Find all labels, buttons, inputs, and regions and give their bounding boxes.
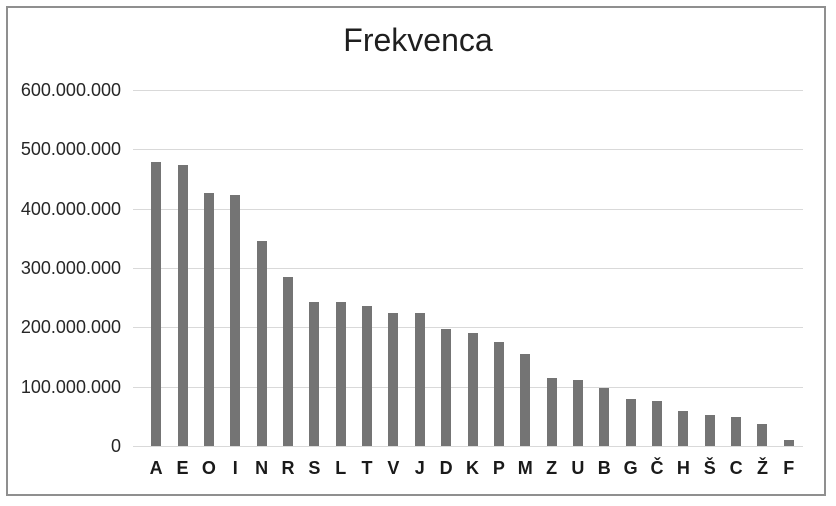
bar-H [678,410,689,446]
gridline [133,327,803,329]
x-tick-label-K: K [465,458,479,478]
x-tick-label-Č: Č [650,458,664,478]
chart-title: Frekvenca [343,22,493,58]
x-tick-label-M: M [517,458,533,478]
x-tick-label-B: B [597,458,611,478]
y-tick-label: 100.000.000 [20,376,121,397]
bar-G [625,399,636,446]
x-tick-label-F: F [783,458,795,478]
bar-Č [652,400,663,446]
x-tick-label-Z: Z [546,458,558,478]
bar-T [362,305,373,446]
bar-M [520,354,531,446]
gridline [133,149,803,151]
x-tick-label-D: D [439,458,453,478]
bar-E [177,164,188,446]
gridline [133,90,803,91]
bar-Z [546,378,557,446]
x-tick-label-A: A [149,458,163,478]
bar-V [388,312,399,446]
bar-C [731,416,742,446]
x-tick-label-Š: Š [703,458,716,478]
x-tick-label-R: R [281,458,295,478]
bar-K [467,332,478,446]
bar-Ž [757,424,768,446]
x-tick-label-S: S [308,458,321,478]
x-tick-label-U: U [571,458,585,478]
gridline [133,446,803,447]
bar-P [493,341,504,446]
x-tick-label-C: C [729,458,743,478]
x-tick-label-L: L [335,458,347,478]
y-tick-label: 300.000.000 [20,258,121,278]
bar-A [151,162,162,446]
x-tick-label-E: E [176,458,189,478]
x-tick-label-J: J [414,458,425,478]
x-tick-label-V: V [387,458,400,478]
x-tick-label-I: I [232,458,238,478]
bar-Š [704,414,715,446]
bar-I [230,195,241,446]
y-tick-label: 400.000.000 [20,198,121,219]
x-tick-label-O: O [201,458,216,478]
x-tick-label-T: T [361,458,373,478]
x-tick-label-Ž: Ž [756,458,768,478]
y-tick-label: 200.000.000 [20,317,121,338]
bar-R [282,277,293,446]
x-tick-label-N: N [255,458,269,478]
x-tick-label-H: H [676,458,690,478]
y-tick-label: 500.000.000 [20,139,121,160]
bar-N [256,240,267,446]
x-tick-label-G: G [623,458,638,478]
bar-F [783,440,794,446]
bar-L [335,302,346,446]
gridline [133,268,803,269]
bar-J [414,313,425,446]
gridline [133,208,803,210]
bar-U [572,380,583,446]
y-tick-label: 0 [110,436,121,456]
x-tick-label-P: P [492,458,505,478]
bar-B [599,388,610,446]
bar-D [441,329,452,446]
bar-O [203,193,214,446]
bar-S [309,301,320,446]
y-tick-label: 600.000.000 [20,80,121,100]
